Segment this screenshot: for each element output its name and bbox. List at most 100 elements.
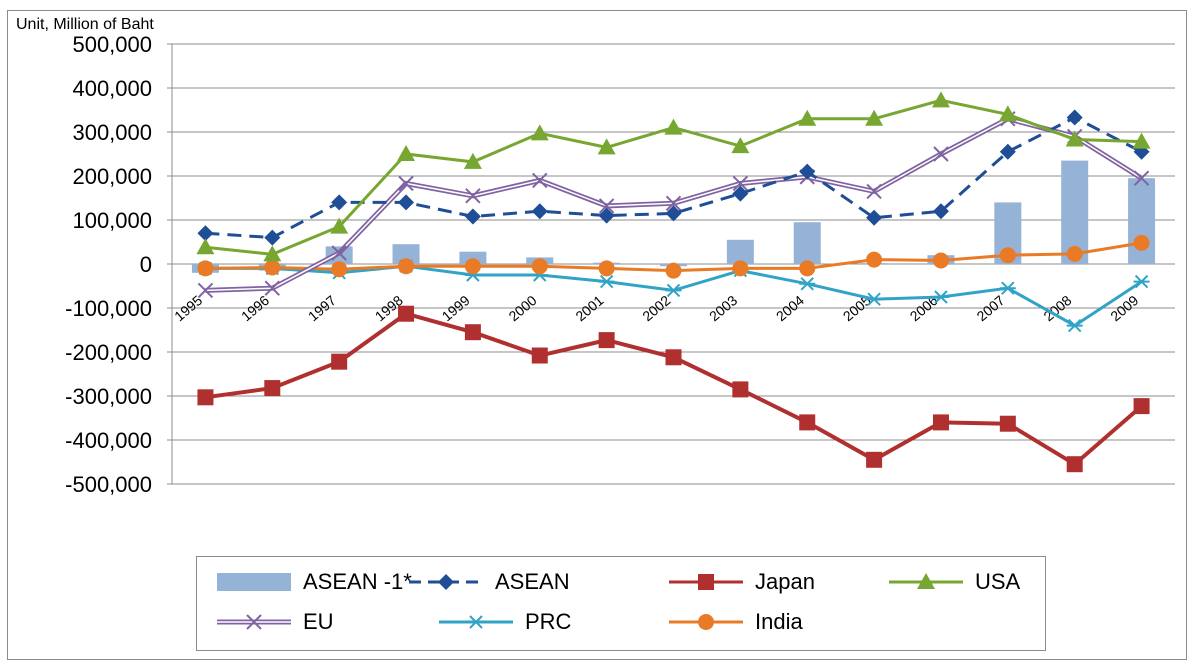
legend-swatch xyxy=(669,614,743,630)
point-japan xyxy=(531,347,548,364)
y-tick-label: -200,000 xyxy=(65,340,152,365)
point-prc xyxy=(1066,318,1083,333)
point-asean xyxy=(665,205,682,222)
legend-marker xyxy=(698,614,714,630)
point-usa xyxy=(731,137,750,154)
point-eu xyxy=(331,245,347,261)
point-india xyxy=(1066,245,1083,262)
legend-marker xyxy=(438,574,454,590)
point-asean xyxy=(464,208,481,225)
legend-label: PRC xyxy=(525,609,572,634)
point-japan xyxy=(1066,456,1083,473)
point-japan xyxy=(732,381,749,398)
point-india xyxy=(665,262,682,279)
bar-asean-1 xyxy=(726,239,754,264)
point-usa xyxy=(196,238,215,255)
x-tick-label: 2001 xyxy=(572,292,606,324)
legend: ASEAN -1* ASEAN Japan USA EU PRC India xyxy=(196,556,1046,651)
point-eu xyxy=(933,146,949,162)
point-asean xyxy=(999,143,1016,160)
unit-label: Unit, Million of Baht xyxy=(16,16,154,33)
point-india xyxy=(999,247,1016,264)
chart-frame xyxy=(7,10,1187,660)
point-japan xyxy=(197,389,214,406)
legend-marker xyxy=(698,574,714,590)
legend-swatch xyxy=(217,573,291,591)
x-tick-label: 1999 xyxy=(439,292,473,324)
legend-label: USA xyxy=(975,569,1021,594)
x-tick-label: 2004 xyxy=(773,292,807,324)
bar-asean-1 xyxy=(459,251,487,264)
point-japan xyxy=(999,415,1016,432)
y-tick-label: -400,000 xyxy=(65,428,152,453)
point-asean xyxy=(1066,109,1083,126)
point-usa xyxy=(330,217,349,234)
point-usa xyxy=(798,109,817,126)
legend-item-india: India xyxy=(667,609,803,635)
x-tick-label: 1997 xyxy=(305,292,339,324)
point-asean xyxy=(866,209,883,226)
point-asean xyxy=(799,163,816,180)
point-usa xyxy=(463,152,482,169)
point-asean xyxy=(598,207,615,224)
x-tick-label: 2009 xyxy=(1107,292,1141,324)
point-japan xyxy=(932,414,949,431)
point-india xyxy=(331,261,348,278)
point-asean xyxy=(932,203,949,220)
point-japan xyxy=(331,353,348,370)
point-usa xyxy=(397,145,416,161)
point-usa xyxy=(931,91,950,108)
y-tick-label: 100,000 xyxy=(72,208,152,233)
point-japan xyxy=(665,349,682,366)
point-eu xyxy=(465,188,481,204)
point-eu xyxy=(732,175,749,192)
x-tick-label: 2007 xyxy=(974,292,1008,324)
y-tick-label: 0 xyxy=(140,252,152,277)
legend-swatch xyxy=(669,574,743,590)
point-asean xyxy=(197,225,214,242)
legend-label: India xyxy=(755,609,803,634)
bar-asean-1 xyxy=(392,244,420,264)
point-asean xyxy=(732,185,749,202)
point-india xyxy=(531,258,548,275)
legend-swatch xyxy=(439,615,513,629)
legend-item-japan: Japan xyxy=(667,569,815,595)
point-japan xyxy=(1133,398,1150,415)
legend-item-eu: EU xyxy=(215,609,334,635)
point-india xyxy=(264,259,281,276)
point-prc xyxy=(932,290,949,304)
point-usa xyxy=(1132,132,1151,149)
point-eu xyxy=(398,175,414,192)
point-eu xyxy=(197,282,214,299)
y-tick-label: 200,000 xyxy=(72,164,152,189)
point-japan xyxy=(598,332,615,349)
point-eu xyxy=(1133,170,1150,186)
point-asean xyxy=(264,229,281,246)
point-prc xyxy=(999,281,1016,295)
point-india xyxy=(197,260,214,277)
point-india xyxy=(799,260,816,277)
point-japan xyxy=(799,414,816,431)
x-tick-label: 2000 xyxy=(505,292,539,324)
point-usa xyxy=(998,105,1017,122)
legend-swatch xyxy=(217,614,291,630)
series-line-japan xyxy=(205,311,1143,467)
point-india xyxy=(1133,234,1150,251)
legend-label: ASEAN xyxy=(495,569,570,594)
point-usa xyxy=(530,124,549,141)
legend-marker xyxy=(917,573,935,589)
legend-marker xyxy=(246,614,262,630)
point-india xyxy=(932,252,949,269)
point-india xyxy=(398,258,415,275)
point-japan xyxy=(866,451,883,468)
legend-swatch xyxy=(409,574,483,590)
y-tick-label: -500,000 xyxy=(65,472,152,497)
point-india xyxy=(732,260,749,277)
point-india xyxy=(464,258,481,275)
point-eu xyxy=(532,172,548,189)
point-eu xyxy=(866,183,882,200)
y-tick-label: 300,000 xyxy=(72,120,152,145)
bar-asean-1 xyxy=(793,222,821,264)
point-usa xyxy=(263,245,282,262)
point-eu xyxy=(598,198,615,214)
